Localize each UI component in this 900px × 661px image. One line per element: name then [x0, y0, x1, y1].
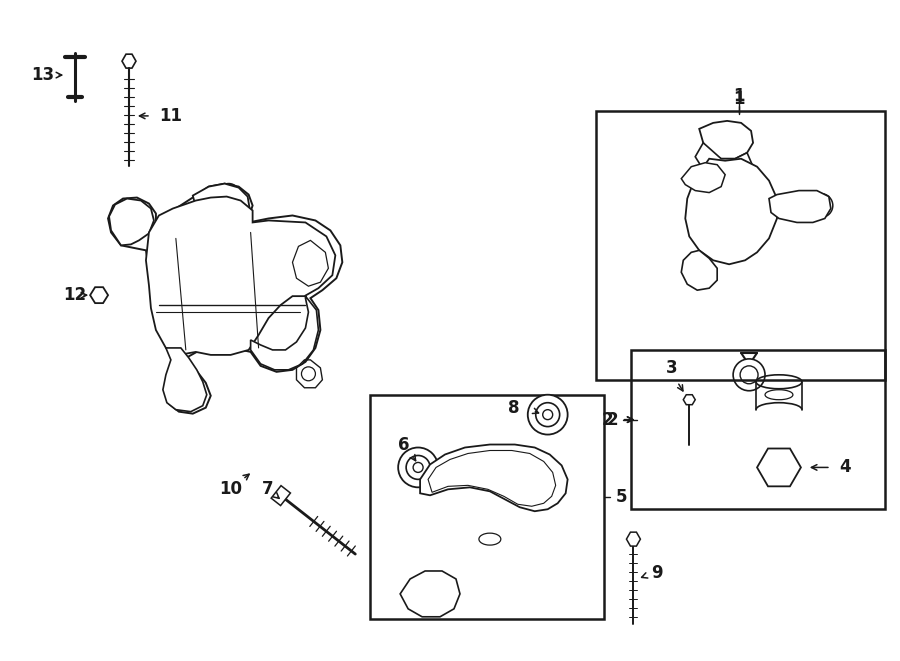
Polygon shape — [769, 190, 831, 223]
Polygon shape — [109, 198, 154, 245]
Polygon shape — [695, 143, 753, 182]
Polygon shape — [271, 486, 291, 506]
Circle shape — [406, 455, 430, 479]
Text: 2: 2 — [602, 410, 614, 428]
Text: 7: 7 — [262, 481, 274, 498]
Text: 11: 11 — [159, 107, 182, 125]
Circle shape — [398, 447, 438, 487]
Bar — [632, 350, 885, 509]
Text: 13: 13 — [32, 66, 54, 84]
Polygon shape — [699, 121, 753, 159]
Bar — [370, 395, 604, 619]
Text: 9: 9 — [652, 564, 663, 582]
Polygon shape — [108, 184, 342, 414]
Polygon shape — [626, 532, 641, 546]
Polygon shape — [122, 54, 136, 68]
Polygon shape — [250, 296, 319, 370]
Text: 8: 8 — [508, 399, 520, 416]
Bar — [596, 111, 885, 380]
Circle shape — [527, 395, 568, 434]
Text: 3: 3 — [665, 359, 677, 377]
Polygon shape — [683, 395, 695, 405]
Polygon shape — [757, 449, 801, 486]
Polygon shape — [193, 184, 249, 225]
Text: 5: 5 — [616, 488, 627, 506]
Text: 10: 10 — [220, 481, 242, 498]
Text: 6: 6 — [399, 436, 410, 453]
Polygon shape — [681, 251, 717, 290]
Polygon shape — [685, 159, 777, 264]
Text: 1: 1 — [734, 87, 745, 105]
Text: 12: 12 — [63, 286, 86, 304]
Polygon shape — [681, 163, 725, 192]
Polygon shape — [163, 348, 207, 412]
Polygon shape — [146, 196, 336, 355]
Polygon shape — [400, 571, 460, 617]
Bar — [216, 300, 238, 314]
Text: 1: 1 — [734, 90, 745, 108]
Text: 4: 4 — [839, 459, 850, 477]
Polygon shape — [420, 444, 568, 511]
Polygon shape — [90, 287, 108, 303]
Circle shape — [536, 403, 560, 426]
Text: 2: 2 — [607, 410, 618, 428]
